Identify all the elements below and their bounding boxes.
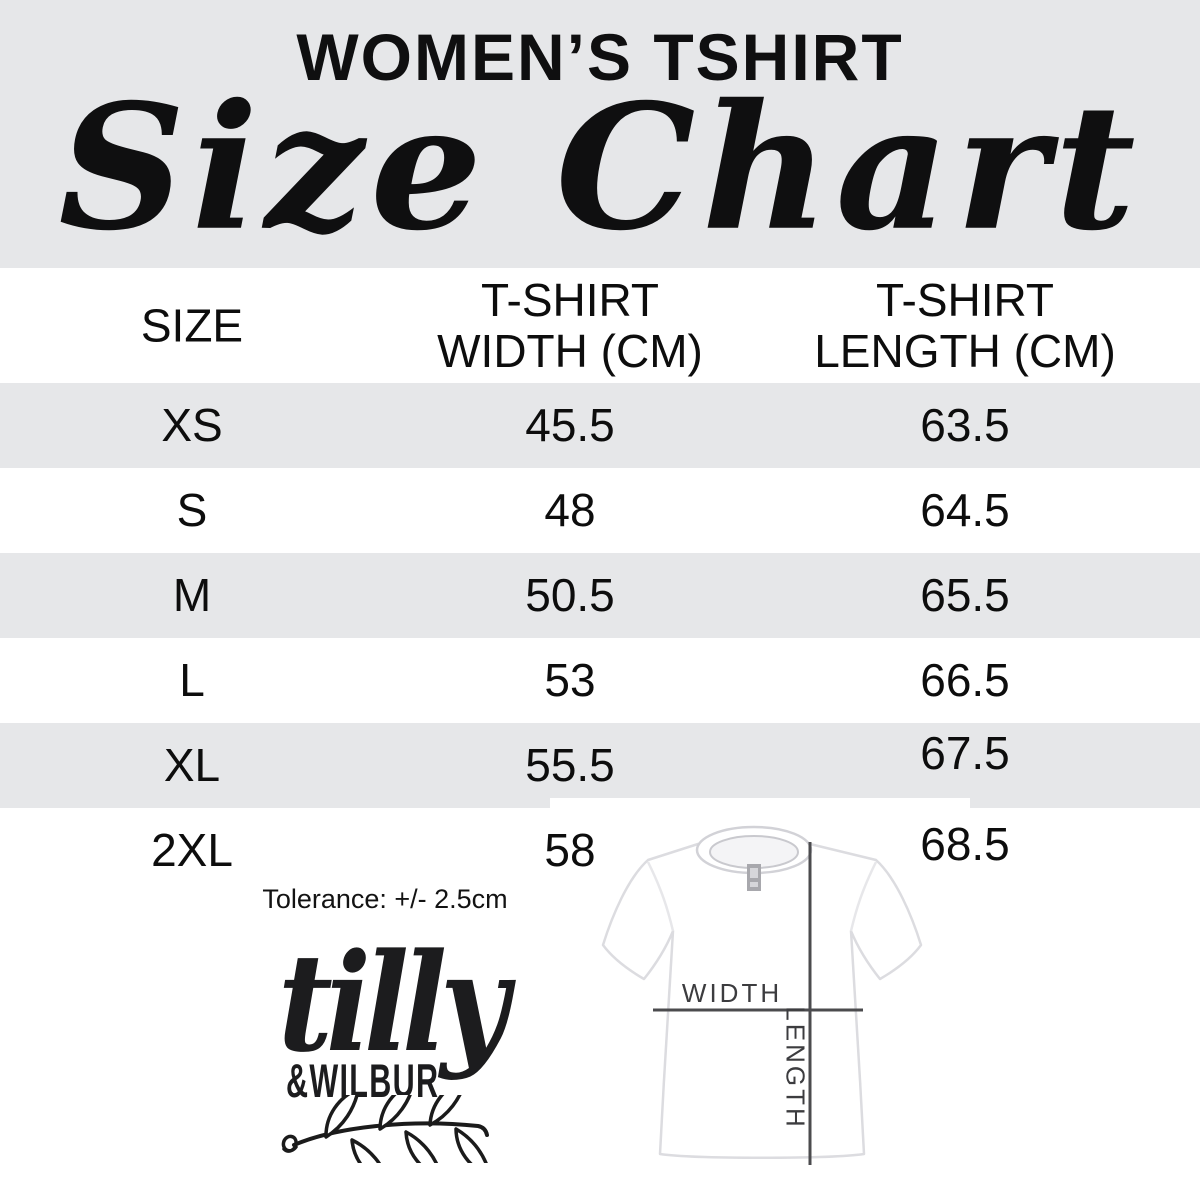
header: WOMEN’S TSHIRT Size Chart [0, 0, 1200, 268]
page-title: Size Chart [58, 66, 1142, 268]
width-cell: 58 [544, 824, 596, 876]
tolerance-note: Tolerance: +/- 2.5cm [262, 884, 508, 914]
width-cell: 53 [544, 654, 596, 706]
brand-logo: tilly &WILBUR [270, 935, 510, 1165]
width-cell: 48 [544, 484, 596, 536]
right-armhole-seam [849, 861, 878, 932]
length-cell: 63.5 [920, 399, 1010, 451]
table-row-l: L 53 66.5 [0, 638, 1200, 723]
width-cell: 50.5 [525, 569, 615, 621]
length-cell: 65.5 [920, 569, 1010, 621]
size-cell: XL [163, 739, 221, 791]
tshirt-body [601, 842, 923, 1159]
table-row-2xl: 2XL 58 68.5 [0, 808, 1200, 893]
table-column-headers: SIZE T-SHIRT WIDTH (CM) T-SHIRT LENGTH (… [0, 268, 1200, 383]
length-cell: 68.5 [920, 818, 1010, 870]
column-header-width-line2: WIDTH (CM) [437, 324, 703, 377]
size-cell: S [176, 484, 208, 536]
size-cell: XS [161, 399, 223, 451]
table-row-xl: XL 55.5 67.5 [0, 723, 1200, 808]
column-header-size-line1: SIZE [140, 299, 244, 351]
table-row-xs: XS 45.5 63.5 [0, 383, 1200, 468]
size-cell: M [172, 569, 212, 621]
neck-label [747, 864, 761, 891]
table-row-s: S 48 64.5 [0, 468, 1200, 553]
length-label: LENGTH [780, 1006, 811, 1130]
tshirt-diagram: WIDTH LENGTH [550, 798, 970, 1200]
column-header-width: T-SHIRT WIDTH (CM) [370, 273, 770, 377]
width-cell: 45.5 [525, 399, 615, 451]
column-header-length-line2: LENGTH (CM) [814, 324, 1116, 377]
header-subtitle: WOMEN’S TSHIRT [296, 20, 904, 94]
length-cell: 66.5 [920, 654, 1010, 706]
brand-script-name: tilly [278, 923, 509, 1082]
column-header-width-line1: T-SHIRT [480, 273, 660, 326]
column-header-length: T-SHIRT LENGTH (CM) [765, 273, 1165, 377]
width-cell: 55.5 [525, 739, 615, 791]
size-cell: L [179, 654, 205, 706]
tshirt-photo [601, 825, 923, 1165]
size-cell: 2XL [151, 824, 233, 876]
laurel-sprig-icon [281, 1095, 492, 1163]
left-armhole-seam [646, 861, 675, 932]
size-table: XS 45.5 63.5 S 48 64.5 M 50.5 65.5 L 53 … [0, 383, 1200, 893]
brand-caps-line: &WILBUR [286, 1054, 440, 1107]
column-header-size: SIZE [42, 300, 342, 351]
length-cell: 67.5 [920, 727, 1010, 779]
width-label: WIDTH [681, 978, 783, 1008]
table-row-m: M 50.5 65.5 [0, 553, 1200, 638]
length-cell: 64.5 [920, 484, 1010, 536]
column-header-length-line1: T-SHIRT [875, 273, 1055, 326]
